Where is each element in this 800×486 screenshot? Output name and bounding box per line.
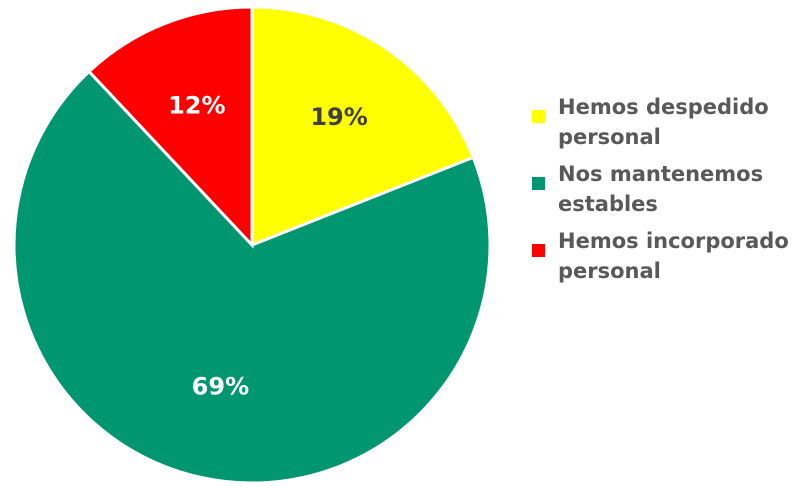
legend-item-1: Hemos despedido personal bbox=[530, 92, 795, 152]
pie-slice-2 bbox=[12, 69, 492, 485]
legend-item-2: Nos mantenemos estables bbox=[530, 159, 795, 219]
chart-legend: Hemos despedido personal Nos mantenemos e… bbox=[530, 92, 795, 293]
legend-swatch-2 bbox=[532, 177, 545, 190]
legend-label-1: Hemos despedido personal bbox=[558, 95, 769, 149]
legend-swatch-1 bbox=[532, 110, 545, 123]
legend-label-3: Hemos incorporado personal bbox=[558, 229, 789, 283]
legend-item-3: Hemos incorporado personal bbox=[530, 226, 795, 286]
pie-data-labels: 19% 69% 12% bbox=[168, 92, 368, 401]
pie-data-label-3: 12% bbox=[168, 92, 225, 120]
pie-data-label-1: 19% bbox=[310, 103, 367, 131]
pie-slice-3 bbox=[86, 5, 254, 249]
legend-swatch-3 bbox=[532, 244, 545, 257]
pie-slices bbox=[12, 5, 492, 485]
legend-label-2: Nos mantenemos estables bbox=[558, 162, 764, 216]
pie-data-label-2: 69% bbox=[192, 373, 249, 401]
pie-slice-1 bbox=[250, 5, 476, 248]
